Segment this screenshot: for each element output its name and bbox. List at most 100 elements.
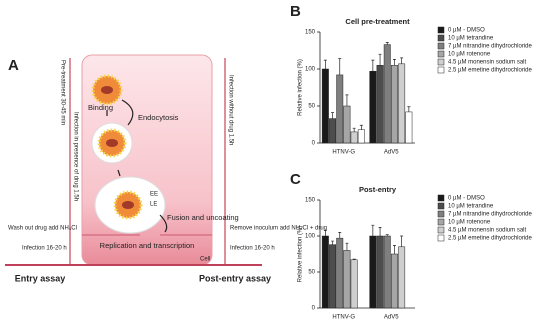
y-tick-label: 50 bbox=[308, 270, 315, 276]
error-bar bbox=[359, 124, 363, 130]
genome bbox=[122, 201, 134, 209]
bar bbox=[398, 246, 406, 309]
y-tick-label: 100 bbox=[305, 67, 316, 73]
panel-label: C bbox=[290, 171, 301, 188]
entry-assay: Entry assay bbox=[15, 273, 66, 283]
error-bar bbox=[345, 242, 349, 251]
cell-label: Cell bbox=[200, 257, 210, 263]
error-bar bbox=[378, 227, 382, 236]
legend-label: 4.5 µM monensin sodium salt bbox=[448, 228, 526, 234]
legend-swatch bbox=[437, 42, 445, 50]
error-bar bbox=[371, 59, 375, 72]
post-entry-assay: Post-entry assay bbox=[199, 273, 271, 283]
legend-label: 4.5 µM monensin sodium salt bbox=[448, 60, 526, 66]
legend-label: 0 µM - DMSO bbox=[448, 196, 485, 202]
legend-swatch bbox=[437, 58, 445, 66]
bar bbox=[343, 105, 351, 144]
error-bar bbox=[323, 59, 327, 69]
legend-label: 10 µM tetrandine bbox=[448, 36, 494, 42]
legend-label: 7 µM nitrandine dihydrochloride bbox=[448, 212, 532, 218]
post-infection: Infection 16-20 h bbox=[230, 246, 275, 252]
x-tick-label: AdV5 bbox=[384, 315, 399, 321]
bar bbox=[383, 44, 391, 144]
y-tick-label: 0 bbox=[312, 141, 316, 147]
legend-swatch bbox=[437, 50, 445, 58]
le-label: LE bbox=[150, 202, 157, 208]
panel-label: B bbox=[290, 3, 301, 20]
error-bar bbox=[385, 42, 389, 45]
chart-title: Cell pre-treatment bbox=[345, 17, 410, 26]
bar bbox=[329, 244, 337, 309]
step-label: Binding bbox=[88, 103, 113, 112]
bar bbox=[321, 235, 329, 309]
error-bar bbox=[345, 94, 349, 106]
bar bbox=[321, 68, 329, 144]
error-bar bbox=[323, 229, 327, 236]
infection-without-drug-label: Infection without drug 1.5h bbox=[227, 75, 233, 145]
y-tick-label: 150 bbox=[305, 198, 316, 204]
bar bbox=[391, 65, 398, 144]
bar bbox=[369, 235, 377, 309]
legend-label: 7 µM nitrandine dihydrochloride bbox=[448, 44, 532, 50]
error-bar bbox=[392, 59, 396, 66]
genome bbox=[101, 86, 113, 94]
bar bbox=[398, 63, 406, 144]
genome bbox=[106, 139, 118, 147]
y-tick-label: 50 bbox=[308, 104, 315, 110]
diagram: A Binding Endocytosis EE LE Fusion and u… bbox=[5, 54, 327, 283]
legend-label: 10 µM rotenone bbox=[448, 220, 491, 226]
error-bar bbox=[338, 232, 342, 239]
error-bar bbox=[338, 58, 342, 75]
legend-label: 2.5 µM emetine dihydrochloride bbox=[448, 68, 532, 74]
arrow bbox=[106, 110, 121, 177]
bar bbox=[350, 131, 358, 144]
error-bar bbox=[400, 235, 404, 247]
y-axis-label: Relative infection (%) bbox=[298, 59, 304, 116]
step-label: Endocytosis bbox=[138, 113, 179, 122]
legend-swatch bbox=[437, 66, 445, 74]
arrow bbox=[121, 99, 134, 126]
error-bar bbox=[352, 127, 356, 132]
bar bbox=[383, 235, 391, 309]
bar bbox=[405, 111, 413, 144]
bar bbox=[336, 74, 344, 144]
x-tick-label: HTNV-G bbox=[332, 315, 355, 321]
step-label: Fusion and uncoating bbox=[167, 213, 239, 222]
error-bar bbox=[331, 240, 335, 245]
bar bbox=[357, 129, 365, 144]
bar bbox=[369, 70, 377, 144]
legend-label: 10 µM tetrandine bbox=[448, 204, 494, 210]
bar bbox=[350, 259, 358, 309]
legend-swatch bbox=[437, 34, 445, 42]
entry-step: Wash out drug add NH₄Cl bbox=[8, 226, 77, 232]
error-bar bbox=[385, 234, 389, 236]
error-bar bbox=[392, 245, 396, 254]
infection-with-drug-label: Infection in presence of drug 1.5h bbox=[72, 112, 78, 201]
x-tick-label: HTNV-G bbox=[332, 150, 355, 156]
legend-swatch bbox=[437, 226, 445, 234]
legend-label: 2.5 µM emetine dihydrochloride bbox=[448, 236, 532, 242]
post-step: Remove inoculum add NH₄Cl + drug bbox=[230, 226, 327, 232]
error-bar bbox=[407, 106, 411, 112]
bar bbox=[343, 250, 351, 309]
chart-title: Post-entry bbox=[359, 185, 397, 194]
bar bbox=[329, 118, 337, 144]
error-bar bbox=[378, 53, 382, 66]
error-bar bbox=[371, 224, 375, 236]
legend-swatch bbox=[437, 218, 445, 226]
legend-label: 0 µM - DMSO bbox=[448, 28, 485, 34]
y-tick-label: 0 bbox=[312, 306, 316, 312]
panel-label: A bbox=[8, 57, 19, 74]
x-tick-label: AdV5 bbox=[384, 150, 399, 156]
legend-swatch bbox=[437, 210, 445, 218]
legend-label: 10 µM rotenone bbox=[448, 52, 491, 58]
y-axis-label: Relative infection (%) bbox=[298, 226, 304, 283]
bar bbox=[376, 235, 384, 309]
bar bbox=[391, 253, 398, 309]
error-bar bbox=[400, 57, 404, 64]
y-tick-label: 150 bbox=[305, 30, 316, 36]
arrow bbox=[159, 214, 168, 233]
ee-label: EE bbox=[150, 192, 158, 198]
legend-swatch bbox=[437, 194, 445, 202]
